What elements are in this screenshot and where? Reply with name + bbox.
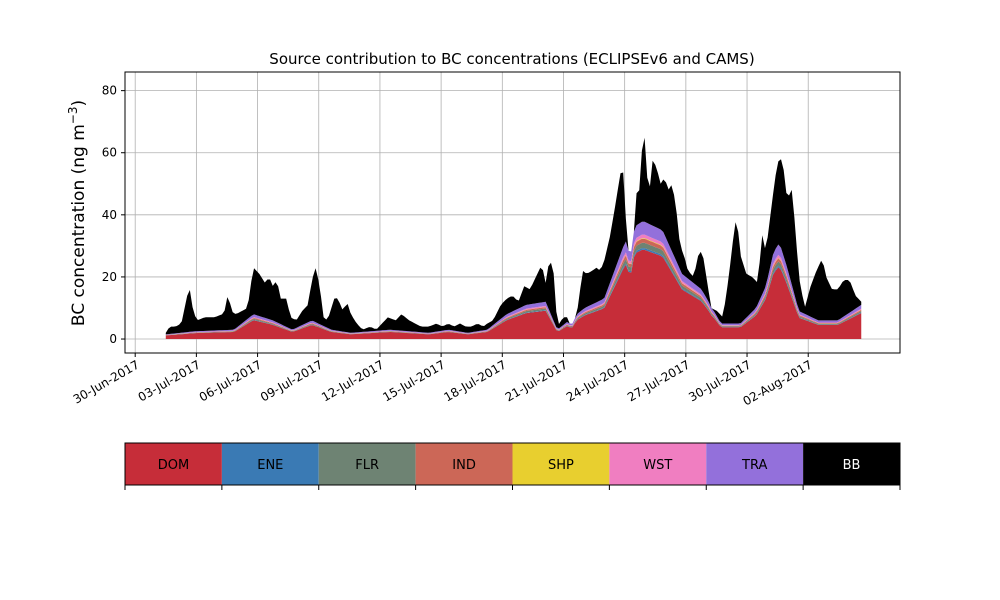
x-tick-label: 21-Jul-2017 — [503, 357, 570, 404]
area-series-dom — [165, 249, 862, 340]
x-tick-label: 18-Jul-2017 — [442, 357, 509, 404]
area-series-bb — [165, 137, 862, 335]
x-tick-label: 12-Jul-2017 — [319, 357, 386, 404]
area-series-tra — [165, 221, 862, 335]
x-tick-label: 24-Jul-2017 — [564, 357, 631, 404]
y-tick-label: 80 — [102, 84, 117, 98]
legend-swatch-wst — [609, 443, 707, 485]
legend-swatch-dom — [125, 443, 222, 485]
plot-frame — [124, 71, 901, 354]
legend-swatch-flr — [318, 443, 416, 485]
legend-label-ind: IND — [452, 458, 476, 473]
legend-swatch-bb — [803, 443, 900, 485]
y-tick-label: 20 — [102, 270, 117, 284]
chart-title: Source contribution to BC concentrations… — [269, 50, 754, 68]
legend: DOM ENE FLR IND SHP WST TRA BB — [124, 442, 901, 490]
legend-label-flr: FLR — [355, 458, 379, 473]
legend-label-wst: WST — [643, 458, 672, 473]
x-tick-label: 30-Jun-2017 — [71, 357, 142, 406]
legend-label-bb: BB — [843, 458, 861, 473]
legend-label-tra: TRA — [741, 458, 767, 473]
legend-label-ene: ENE — [257, 458, 283, 473]
legend-swatch-ind — [415, 443, 513, 485]
x-tick-label: 03-Jul-2017 — [136, 357, 203, 404]
legend-label-shp: SHP — [548, 458, 574, 473]
plot-area: 0 20 40 60 80 30-Jun-201703-Jul-201706-Jul-20… — [71, 71, 901, 408]
area-series-flr — [165, 242, 862, 336]
area-series-ind — [165, 238, 862, 336]
x-tick-label: 27-Jul-2017 — [625, 357, 692, 404]
y-axis-label: BC concentration (ng m−3) — [66, 100, 89, 326]
x-tick-label: 09-Jul-2017 — [258, 357, 325, 404]
y-tick-label: 0 — [109, 332, 117, 346]
x-tick-label: 15-Jul-2017 — [380, 357, 447, 404]
legend-label-dom: DOM — [158, 458, 189, 473]
legend-swatch-tra — [706, 443, 804, 485]
y-tick-label: 60 — [102, 146, 117, 160]
legend-swatch-shp — [512, 443, 610, 485]
legend-swatch-ene — [221, 443, 319, 485]
y-tick-label: 40 — [102, 208, 117, 222]
x-tick-label: 02-Aug-2017 — [740, 357, 814, 408]
x-tick-label: 06-Jul-2017 — [197, 357, 264, 404]
